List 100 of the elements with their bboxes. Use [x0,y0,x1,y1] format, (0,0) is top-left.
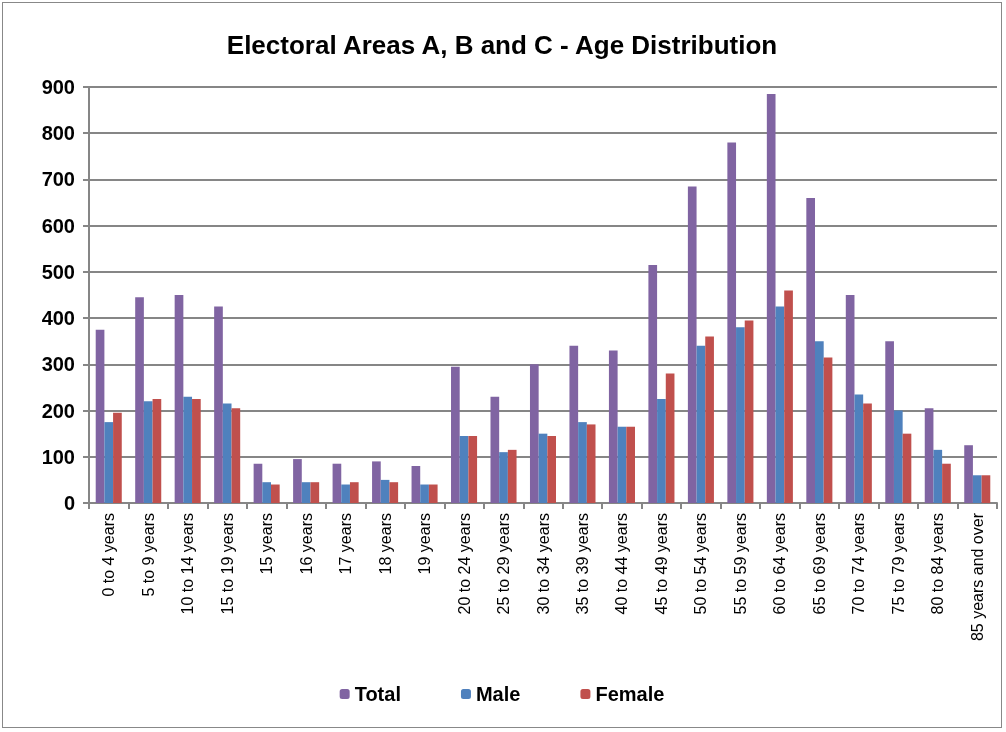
bar [380,479,390,503]
y-tick-label: 400 [41,307,75,330]
bar [981,475,991,503]
legend-label: Male [475,683,521,705]
chart-title: Electoral Areas A, B and C - Age Distribution [226,30,778,60]
x-tick-label: 40 to 44 years [613,513,631,615]
x-tick-label: 17 years [337,513,355,575]
x-tick-label: 80 to 84 years [929,513,947,615]
bar [933,449,943,503]
legend-label: Female [595,683,665,705]
bar [893,410,903,503]
x-tick-label: 50 to 54 years [692,513,710,615]
bar [459,435,469,503]
bar [547,435,557,503]
bar [490,396,500,503]
bar [665,373,675,503]
bar [823,357,833,503]
bar [293,459,302,503]
bar [806,197,816,503]
x-tick-label: 70 to 74 years [850,513,868,615]
x-tick-label: 65 to 69 years [810,513,828,615]
bar [104,422,114,503]
bar [578,422,587,503]
bar [626,426,635,503]
bar [231,408,241,503]
bar [507,449,517,503]
x-tick-label: 19 years [416,513,434,575]
x-tick-label: 75 to 79 years [889,513,907,615]
x-tick-label: 45 to 49 years [652,513,670,615]
bar [617,426,627,503]
bar [341,484,350,503]
x-tick-label: 10 to 14 years [179,513,197,615]
x-tick-label: 0 to 4 years [100,513,118,597]
bar [924,408,934,503]
bar [174,295,184,503]
bar [143,401,153,503]
x-tick-label: 15 to 19 years [218,513,236,615]
y-tick-label: 0 [63,492,75,514]
bar [389,482,399,503]
bar [95,329,105,503]
bar [192,399,201,503]
bar [310,482,320,503]
bar [183,396,193,503]
bar [113,412,122,503]
y-tick-label: 900 [41,76,75,98]
bar [538,433,548,503]
bar [902,433,912,503]
bar [586,424,596,503]
bar [727,142,737,503]
bar [736,327,745,503]
bar [687,186,697,503]
y-tick-label: 700 [41,168,75,191]
x-tick-label: 15 years [258,513,276,575]
y-tick-label: 600 [41,214,75,237]
x-tick-label: 16 years [297,513,315,575]
bar [885,341,894,503]
bar [744,320,754,503]
bar [648,264,658,503]
bar [657,399,666,503]
bar [270,484,280,503]
bar [972,475,982,503]
bar [253,463,263,503]
bar [372,461,381,503]
bar [696,345,706,503]
bar [569,345,579,503]
y-tick-label: 300 [41,353,75,376]
bar [499,452,508,503]
bar [135,297,144,503]
x-tick-label: 25 to 29 years [495,513,513,615]
x-tick-label: 85 years and over [968,512,986,642]
x-tick-label: 20 to 24 years [455,513,473,615]
bar [411,466,421,503]
x-tick-label: 18 years [376,513,394,575]
bar [529,364,539,503]
legend-label: Total [354,683,401,705]
bar [964,445,973,503]
bar [420,484,429,503]
bar [942,463,951,503]
bar [428,484,438,503]
x-tick-label: 5 to 9 years [139,513,157,597]
bar [854,394,864,503]
bar [332,463,342,503]
bar [301,482,311,503]
bar [766,93,776,503]
bar [349,482,359,503]
y-tick-label: 200 [41,399,75,422]
y-tick-label: 800 [41,122,75,145]
y-tick-label: 500 [41,260,75,283]
bar [608,350,618,503]
bar [468,435,478,503]
x-tick-label: 60 to 64 years [771,513,789,615]
x-tick-label: 55 to 59 years [731,513,749,615]
x-tick-label: 30 to 34 years [534,513,552,615]
bar [222,403,232,503]
y-tick-label: 100 [41,445,75,468]
bar [262,482,271,503]
bar [152,399,162,503]
bar [815,341,824,503]
bar [451,366,460,503]
bar [705,336,714,503]
